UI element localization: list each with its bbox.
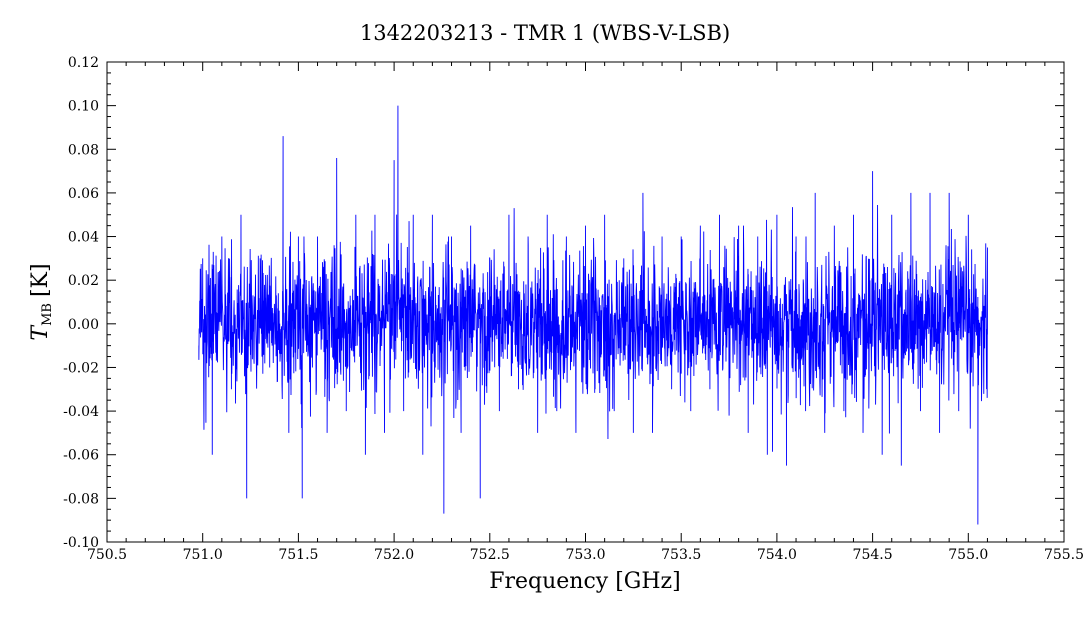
axis-ticks: 750.5 751.0 751.5 752.0 752.5 753.0 753.5 754.0…	[63, 55, 1084, 563]
x-tick-label: 754.0	[757, 547, 797, 563]
y-tick-label: 0.08	[68, 142, 99, 158]
spectrum-series	[198, 105, 988, 525]
y-tick-label: -0.02	[63, 360, 99, 376]
y-tick-label: 0.06	[68, 186, 99, 202]
x-axis-label: Frequency [GHz]	[489, 569, 681, 594]
y-axis-label-main: T	[28, 324, 53, 341]
x-tick-label: 755.5	[1044, 547, 1084, 563]
y-axis-label-subscript: MB	[40, 303, 55, 326]
x-tick-label: 753.5	[661, 547, 701, 563]
y-tick-label: 0.02	[68, 273, 99, 289]
y-axis-label: TMB [K]	[28, 263, 55, 340]
y-axis-label-unit: [K]	[28, 263, 53, 297]
y-tick-label: -0.08	[63, 491, 99, 507]
y-tick-label: -0.04	[63, 404, 99, 420]
x-tick-label: 752.0	[374, 547, 414, 563]
y-tick-label: 0.00	[68, 317, 99, 333]
x-tick-label: 753.0	[565, 547, 605, 563]
y-tick-label: -0.06	[63, 448, 99, 464]
x-tick-label: 750.5	[87, 547, 127, 563]
y-tick-label: -0.10	[63, 535, 99, 551]
y-tick-label: 0.12	[68, 55, 99, 71]
x-tick-label: 752.5	[470, 547, 510, 563]
x-tick-label: 755.0	[948, 547, 988, 563]
y-tick-label: 0.04	[68, 230, 99, 246]
x-tick-label: 754.5	[853, 547, 893, 563]
chart-title: 1342203213 - TMR 1 (WBS-V-LSB)	[360, 21, 730, 45]
x-tick-label: 751.0	[183, 547, 223, 563]
y-tick-label: 0.10	[68, 99, 99, 115]
spectrum-line	[198, 105, 988, 525]
x-tick-label: 751.5	[278, 547, 318, 563]
